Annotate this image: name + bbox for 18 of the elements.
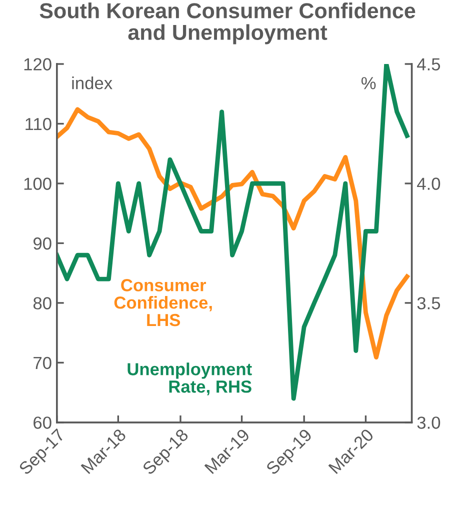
chart-title: South Korean Consumer Confidence and Unemployment <box>40 2 416 44</box>
y-tick-label: 70 <box>34 356 52 370</box>
y2-axis-title: % <box>361 77 376 90</box>
y2-tick-label: 4.0 <box>417 178 440 190</box>
text: Unemployment Rate, RHS <box>128 362 252 396</box>
y2-tick-label: 4.5 <box>417 58 440 70</box>
line-series <box>56 107 410 360</box>
y-tick-label: 60 <box>34 416 52 429</box>
y-tick-label: 100 <box>24 178 52 190</box>
y2-tick-label: 3.0 <box>417 416 440 429</box>
y-tick-label: 80 <box>33 297 52 310</box>
text: Consumer Confidence, LHS <box>114 279 212 326</box>
y-tick-label: 120 <box>24 58 52 70</box>
y2-tick-label: 3.5 <box>417 297 440 310</box>
y-tick-label: 90 <box>34 237 52 250</box>
y-tick-label: 110 <box>26 118 52 130</box>
y-axis-title: index <box>72 76 112 90</box>
line-series <box>56 64 410 401</box>
